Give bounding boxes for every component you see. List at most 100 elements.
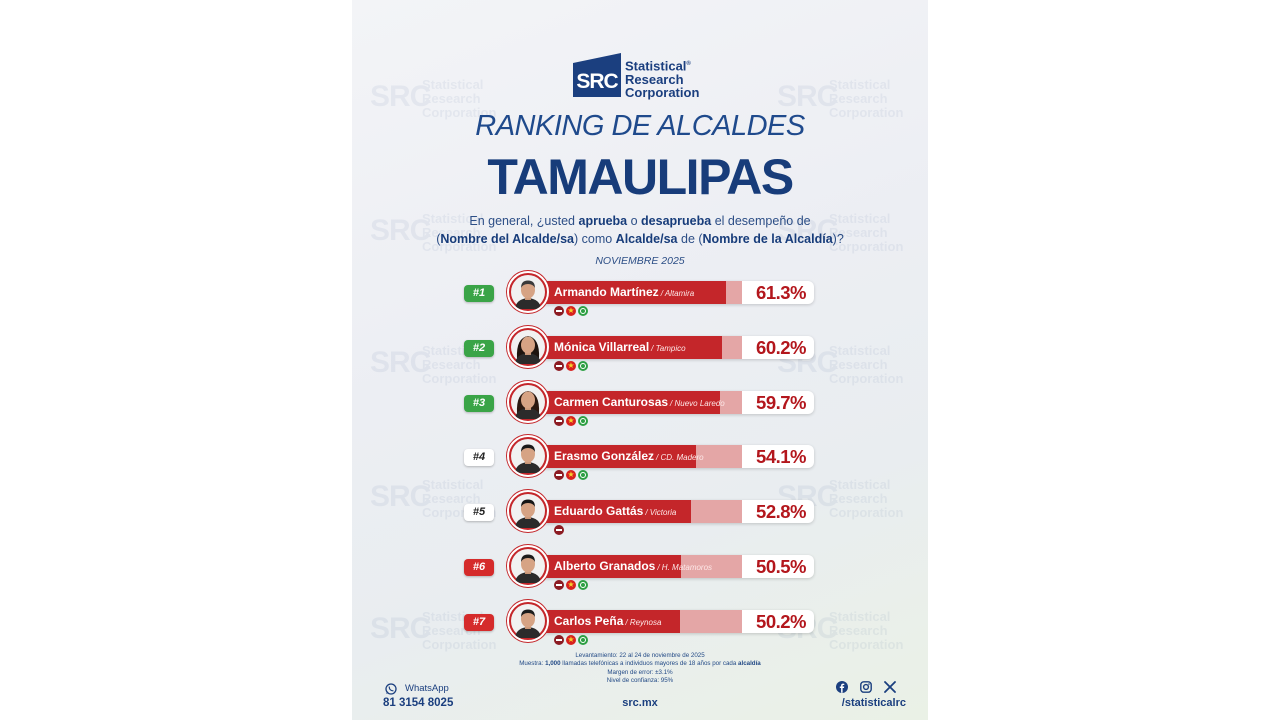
ranking-row: #5 52.8% Eduardo Gattás / Victoria [352,490,928,540]
party-pt-icon [566,305,576,316]
candidate-city: / CD. Madero [656,453,704,462]
brand-logo: SRC Statistical® Research Corporation [573,51,713,101]
party-morena-icon [554,416,564,426]
approval-bar-fill [532,336,722,359]
website-link[interactable]: src.mx [622,697,658,709]
party-pvem-icon [578,416,588,426]
party-morena-icon [554,306,564,316]
methodology-margin: Margen de error: ±3.1% [607,668,673,676]
ranking-row: #6 50.5% Alberto Granados / H. Matamoros [352,545,928,595]
approval-bar: 54.1% [532,445,814,468]
candidate-city: / Altamira [660,289,695,298]
whatsapp-icon [385,683,397,695]
state-title: TAMAULIPAS [487,149,794,205]
approval-percent: 59.7% [756,392,806,413]
candidate-avatar [507,600,549,642]
rank-badge: #1 [464,285,494,302]
approval-bar-fill [532,555,681,578]
approval-bar-fill [532,391,720,414]
approval-bar: 50.5% [532,555,814,578]
methodology-dates: Levantamiento: 22 al 24 de noviembre de … [575,652,705,659]
methodology-sample: Muestra: 1,000 llamadas telefónicas a in… [519,660,761,668]
approval-bar-fill [532,445,696,468]
party-pvem-icon [578,470,588,480]
rank-badge: #2 [464,340,494,357]
candidate-avatar [507,381,549,423]
rank-badge: #5 [464,504,494,521]
ranking-row: #7 50.2% Carlos Peña / Reynosa [352,600,928,650]
approval-percent: 61.3% [756,282,806,303]
methodology-confidence: Nivel de confianza: 95% [606,676,674,684]
party-pvem-icon [578,580,588,590]
approval-percent: 54.1% [756,446,806,467]
ranking-title: RANKING DE ALCALDES [475,110,805,142]
whatsapp-label: WhatsApp [405,683,449,694]
ranking-row: #2 60.2% Mónica Villarreal / Tampico [352,326,928,376]
party-pvem-icon [578,306,588,316]
candidate-city: / Victoria [645,508,677,517]
facebook-icon[interactable] [836,681,848,693]
survey-date: NOVIEMBRE 2025 [595,255,685,267]
party-morena-icon [554,525,564,535]
candidate-photo-icon [511,330,545,364]
social-handle[interactable]: /statisticalrc [841,697,906,709]
party-icons [554,634,590,645]
party-icons [554,360,590,371]
party-pt-icon [566,415,576,426]
approval-percent: 50.2% [756,611,806,632]
poster: SRC Statistical Research Corporation SRC Sta… [352,0,928,720]
party-icons [554,415,590,426]
rank-badge: #4 [464,449,494,466]
candidate-photo-icon [511,385,545,419]
party-morena-icon [554,470,564,480]
brand-name: Statistical® Research Corporation [625,58,700,101]
party-icons [554,305,590,316]
candidate-name: Erasmo González / CD. Madero [554,449,704,463]
candidate-avatar [507,271,549,313]
survey-question: En general, ¿usted aprueba o desaprueba … [436,214,844,246]
party-icons [554,579,590,590]
party-icons [554,525,566,535]
candidate-name: Eduardo Gattás / Victoria [554,504,677,518]
candidate-photo-icon [511,604,545,638]
candidate-avatar [507,490,549,532]
rank-badge: #3 [464,395,494,412]
party-pt-icon [566,579,576,590]
party-pt-icon [566,360,576,371]
party-pvem-icon [578,361,588,371]
candidate-photo-icon [511,549,545,583]
party-morena-icon [554,361,564,371]
candidate-name: Armando Martínez / Altamira [554,285,695,299]
whatsapp-number[interactable]: 81 3154 8025 [383,697,454,709]
candidate-photo-icon [511,439,545,473]
src-logo-icon: SRC [573,53,621,97]
ranking-row: #3 59.7% Carmen Canturosas / Nuevo Laredo [352,381,928,431]
candidate-name: Carmen Canturosas / Nuevo Laredo [554,395,725,409]
candidate-city: / Tampico [651,344,686,353]
candidate-name: Carlos Peña / Reynosa [554,614,662,628]
approval-bar: 61.3% [532,281,814,304]
party-pt-icon [566,634,576,645]
ranking-row: #4 54.1% Erasmo González / CD. Madero [352,435,928,485]
candidate-avatar [507,545,549,587]
candidate-photo-icon [511,494,545,528]
rank-badge: #7 [464,614,494,631]
approval-bar: 60.2% [532,336,814,359]
x-icon[interactable] [884,681,896,693]
party-pvem-icon [578,635,588,645]
candidate-avatar [507,435,549,477]
approval-percent: 52.8% [756,501,806,522]
candidate-city: / Reynosa [625,618,662,627]
party-icons [554,469,590,480]
approval-bar-fill [532,281,726,304]
methodology-notes: Levantamiento: 22 al 24 de noviembre de … [352,652,928,685]
candidate-city: / H. Matamoros [657,563,713,572]
approval-bar: 50.2% [532,610,814,633]
instagram-icon[interactable] [860,681,872,693]
party-pt-icon [566,469,576,480]
approval-bar-fill [532,610,680,633]
candidate-city: / Nuevo Laredo [670,399,725,408]
party-morena-icon [554,635,564,645]
approval-bar: 59.7% [532,391,814,414]
approval-bar: 52.8% [532,500,814,523]
